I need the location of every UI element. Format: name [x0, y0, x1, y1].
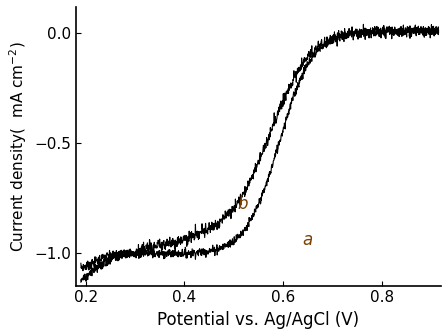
X-axis label: Potential vs. Ag/AgCl (V): Potential vs. Ag/AgCl (V): [157, 311, 360, 329]
Y-axis label: Current density(  mA cm$^{-2}$): Current density( mA cm$^{-2}$): [7, 41, 29, 252]
Text: b: b: [238, 195, 248, 213]
Text: a: a: [302, 231, 312, 249]
